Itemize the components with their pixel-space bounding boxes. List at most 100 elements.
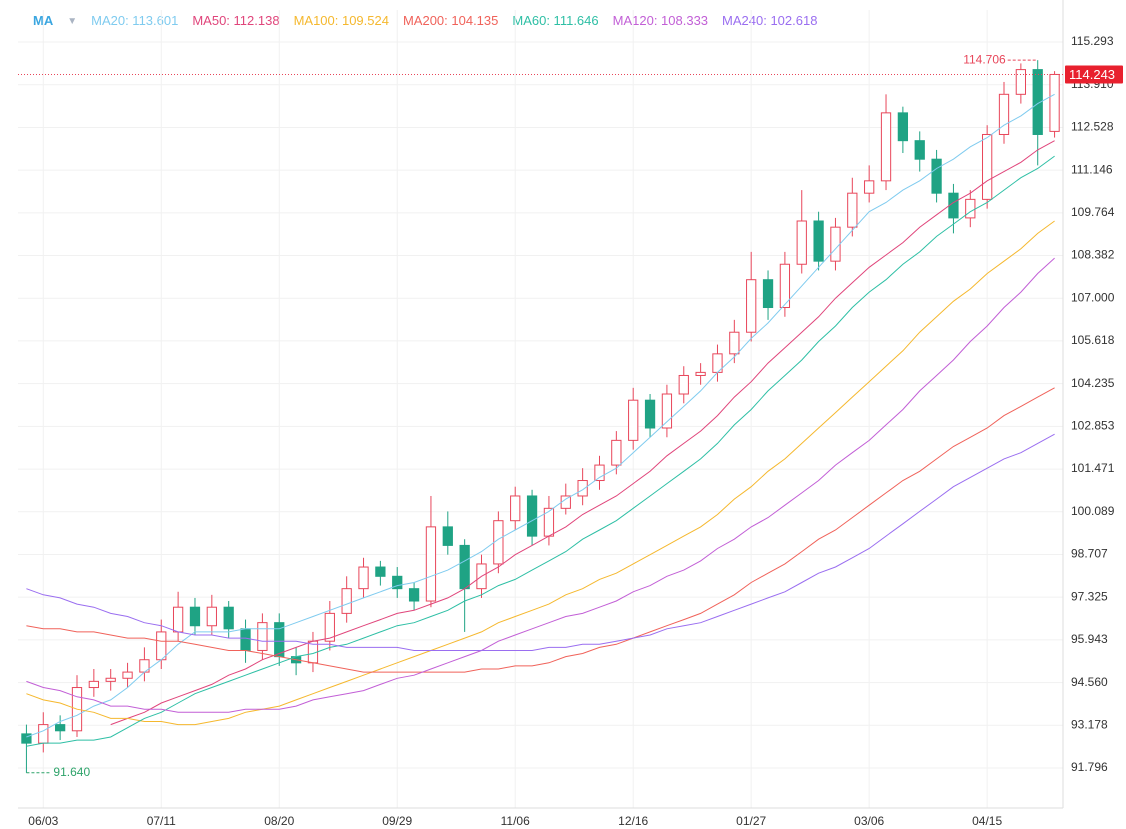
candle-body [189,606,201,627]
x-tick-label: 11/06 [501,814,530,828]
y-tick-label: 115.293 [1071,34,1114,48]
candle-body [813,220,824,262]
ma-line [26,93,1055,738]
y-tick-label: 97.325 [1071,589,1108,603]
x-tick-label: 04/15 [972,814,1002,828]
candle-body [729,331,740,355]
candle-body [880,112,892,182]
candle-body [223,606,234,630]
candle-body [864,180,875,194]
candle-body [88,680,99,689]
candle-body [678,374,689,395]
candle-body [206,606,217,627]
ma-line [110,140,1055,726]
x-tick-label: 12/16 [618,814,648,828]
indicator-toggle[interactable]: ▼ [67,16,78,27]
y-tick-label: 112.528 [1071,120,1114,134]
y-tick-label: 93.178 [1071,717,1108,731]
candle-body [38,724,49,744]
candle-body [156,631,167,661]
candle-body [358,566,369,590]
candle-body [779,263,791,309]
candle-body [965,198,976,219]
candle-body [1049,73,1060,132]
legend: MA ▼ MA20: 113.601 MA50: 112.138 MA100: 10… [33,13,817,30]
candle-body [240,628,251,651]
candle-body [257,622,268,651]
candle-body [105,677,116,682]
y-tick-label: 105.618 [1071,333,1115,347]
candle-body [931,158,942,194]
low-marker-label: 91.640 [53,765,90,779]
x-tick-label: 08/20 [264,814,294,828]
y-tick-label: 100.089 [1071,504,1115,518]
candle-body [122,671,133,679]
y-tick-label: 102.853 [1071,419,1115,433]
ma-line [26,155,1055,747]
legend-entry[interactable]: MA120: 108.333 [612,13,709,28]
candle-body [392,575,403,590]
candle-body [897,112,909,142]
candle-body [543,507,555,537]
candle-body [628,399,639,441]
y-tick-label: 94.560 [1071,675,1108,689]
legend-entry[interactable]: MA50: 112.138 [192,13,280,28]
legend-entry[interactable]: MA20: 113.601 [91,13,179,28]
candle-body [425,526,437,602]
candle-body [493,520,504,565]
candle-body [341,588,352,614]
candle-body [746,279,757,333]
high-marker-label: 114.706 [963,52,1006,66]
candle-body [577,480,588,497]
y-tick-label: 101.471 [1071,461,1115,475]
candle-body [442,526,453,546]
candle-body [172,606,184,633]
y-tick-label: 111.146 [1071,162,1113,176]
candle-body [661,393,673,429]
candle-body [998,93,1010,135]
legend-entry[interactable]: MA200: 104.135 [402,13,499,28]
candle-body [796,220,807,265]
candle-body [914,140,925,160]
legend-entry[interactable]: MA60: 111.646 [512,13,599,28]
candle-body [611,439,622,466]
ma-line [26,220,1055,726]
last-price-label: 114.243 [1069,67,1115,82]
candle-body [982,133,993,200]
candle-body [762,279,774,309]
candle-body [459,544,470,590]
x-tick-label: 03/06 [854,814,884,828]
candle-body [830,226,841,262]
ma-line [26,433,1055,651]
candle-body [1032,69,1043,135]
candle-body [526,495,538,537]
candle-body [375,566,386,577]
legend-entry[interactable]: MA240: 102.618 [722,13,818,28]
candle-body [1015,69,1026,95]
last-price-box [1065,65,1123,84]
candle-body [644,399,656,429]
x-tick-label: 07/11 [147,814,176,828]
y-tick-label: 95.943 [1071,632,1108,646]
candle-body [847,192,858,228]
candle-body [695,371,706,376]
x-tick-label: 09/29 [382,814,412,828]
candle-body [55,724,66,732]
candle-body [948,192,959,219]
candle-body [408,588,420,602]
y-tick-label: 108.382 [1071,248,1115,262]
y-tick-label: 109.764 [1071,205,1115,219]
y-tick-label: 98.707 [1071,547,1108,561]
candle-body [510,495,521,522]
y-tick-label: 107.000 [1071,290,1115,304]
legend-entry[interactable]: MA100: 109.524 [293,13,389,28]
candle-body [324,612,335,642]
candle-body [21,733,32,744]
candle-body [594,464,605,482]
ma-line [26,387,1055,673]
y-tick-label: 104.235 [1071,376,1115,390]
x-tick-label: 06/03 [28,814,58,828]
ma-line [26,257,1055,713]
